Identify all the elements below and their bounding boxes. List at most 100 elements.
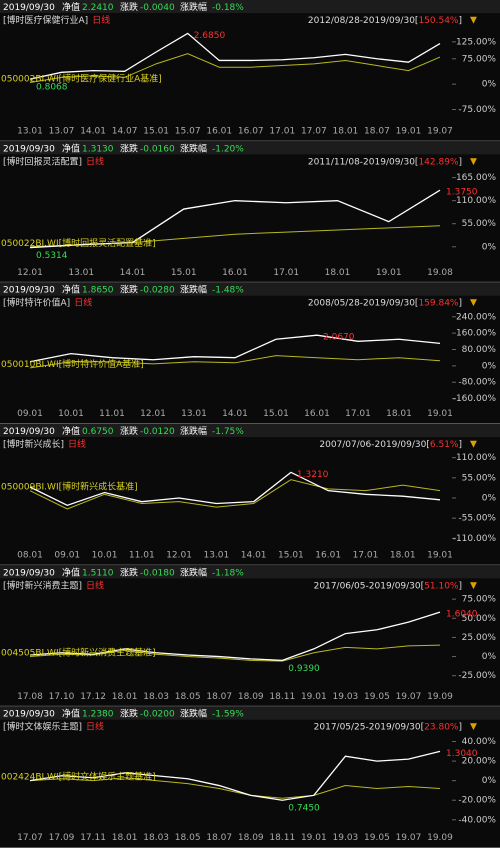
x-tick-label: 10.01 bbox=[92, 551, 118, 561]
y-tick-label: -20.00% bbox=[458, 796, 496, 806]
header: 净值 bbox=[62, 142, 80, 154]
y-tick-label: 25.00% bbox=[462, 633, 497, 643]
text-part: 净值 bbox=[62, 707, 80, 719]
text-part: -1.20% bbox=[212, 144, 244, 154]
fund-title: [博时文体娱乐主题] 日线 bbox=[3, 720, 104, 732]
text-part: 2019/09/30 bbox=[3, 709, 55, 719]
text-part: 002424BI.WI bbox=[1, 772, 59, 782]
text-part: 2019/09/30 bbox=[3, 144, 55, 154]
x-tick-label: 18.01 bbox=[333, 127, 359, 137]
text-part: [博时回报灵活配置基准] bbox=[59, 236, 156, 248]
date-range: 2017/06/05-2019/09/30[51.10%] bbox=[314, 581, 462, 591]
header: -1.48% bbox=[212, 285, 244, 295]
date-range: 2017/05/25-2019/09/30[23.80%] bbox=[314, 722, 462, 732]
x-tick-label: 15.07 bbox=[175, 127, 201, 137]
low-label: 0.8068 bbox=[36, 83, 68, 93]
text-part: 涨跌幅 bbox=[180, 142, 207, 154]
header: -1.20% bbox=[212, 144, 244, 154]
benchmark-legend: 050010BI.WI[博时特许价值A基准] bbox=[1, 357, 144, 369]
text-part: ] bbox=[458, 157, 462, 167]
header: -1.75% bbox=[212, 427, 244, 437]
y-tick-label: -110.00% bbox=[453, 534, 497, 544]
header: 涨跌 bbox=[120, 567, 138, 578]
text-part: 050002BI.WI bbox=[1, 74, 59, 84]
header-bar bbox=[0, 424, 500, 437]
x-tick-label: 19.05 bbox=[364, 692, 390, 702]
lock-icon: ▼ bbox=[470, 157, 477, 167]
header: 2.2410 bbox=[82, 3, 114, 13]
x-tick-label: 19.05 bbox=[364, 833, 390, 843]
date-range: 2008/05/28-2019/09/30[159.84%] bbox=[308, 298, 462, 308]
text-part: 142.89% bbox=[418, 157, 458, 167]
header: 涨跌幅 bbox=[180, 707, 207, 719]
text-part: 涨跌幅 bbox=[180, 1, 207, 13]
header: -0.0120 bbox=[140, 427, 175, 437]
y-tick-label: -160.00% bbox=[453, 394, 497, 404]
y-tick-label: 160.00% bbox=[456, 329, 496, 339]
x-tick-label: 19.03 bbox=[333, 833, 359, 843]
fund-title: [博时特许价值A] 日线 bbox=[3, 296, 92, 308]
header: 涨跌幅 bbox=[180, 283, 207, 295]
header: -0.0160 bbox=[140, 144, 175, 154]
y-tick-label: 0% bbox=[482, 776, 497, 786]
x-tick-label: 18.07 bbox=[206, 833, 232, 843]
x-tick-label: 18.01 bbox=[386, 409, 412, 419]
text-part: 51.10% bbox=[424, 581, 459, 591]
period: 日线 bbox=[86, 720, 104, 732]
text-part: ] bbox=[458, 722, 462, 732]
x-tick-label: 12.01 bbox=[166, 551, 192, 561]
text-part: -0.0280 bbox=[140, 285, 175, 295]
header: 1.5110 bbox=[82, 568, 114, 578]
high-label: 1.6040 bbox=[446, 610, 478, 620]
text-part: 050010BI.WI bbox=[1, 359, 59, 369]
panel-bg bbox=[0, 141, 500, 282]
high-label: 2.0670 bbox=[323, 333, 355, 343]
header: 净值 bbox=[62, 425, 80, 437]
lock-icon: ▼ bbox=[470, 16, 477, 26]
benchmark-legend: 050002BI.WI[博时医疗保健行业A基准] bbox=[1, 72, 162, 84]
header: 涨跌 bbox=[120, 426, 138, 437]
x-tick-label: 08.01 bbox=[17, 551, 43, 561]
x-tick-label: 18.01 bbox=[325, 268, 351, 278]
text-part: ] bbox=[458, 581, 462, 591]
x-tick-label: 19.01 bbox=[301, 692, 327, 702]
fund-title: [博时新兴成长] 日线 bbox=[3, 438, 86, 450]
text-part: [博时文体娱乐主题] bbox=[3, 720, 82, 732]
benchmark-line bbox=[29, 777, 441, 799]
y-tick-label: 240.00% bbox=[456, 312, 496, 322]
x-tick-label: 19.01 bbox=[301, 833, 327, 843]
y-tick-label: -40.00% bbox=[458, 815, 496, 825]
low-label: 0.5314 bbox=[36, 251, 68, 261]
x-tick-label: 16.01 bbox=[315, 551, 341, 561]
y-tick-label: 55.00% bbox=[462, 219, 497, 229]
header: 涨跌 bbox=[120, 2, 138, 13]
lock-icon: ▼ bbox=[470, 298, 477, 308]
y-tick-label: 55.00% bbox=[462, 473, 497, 483]
text-part: 涨跌 bbox=[120, 708, 138, 719]
period: 日线 bbox=[74, 296, 92, 308]
header-bar bbox=[0, 0, 500, 13]
text-part: 涨跌 bbox=[120, 426, 138, 437]
x-tick-label: 18.01 bbox=[112, 833, 138, 843]
y-tick-label: 165.00% bbox=[456, 173, 496, 183]
text-part: [博时新兴消费主题] bbox=[3, 579, 82, 591]
y-tick-label: -55.00% bbox=[458, 514, 496, 524]
text-part: 净值 bbox=[62, 425, 80, 437]
text-part: -0.18% bbox=[212, 3, 244, 13]
panel-bg bbox=[0, 282, 500, 423]
text-part: [博时医疗保健行业A基准] bbox=[59, 72, 162, 84]
text-part: 2017/06/05-2019/09/30[ bbox=[314, 581, 425, 591]
x-tick-label: 13.01 bbox=[68, 268, 94, 278]
x-tick-label: 15.01 bbox=[278, 551, 304, 561]
text-part: ] bbox=[458, 440, 462, 450]
x-tick-label: 10.01 bbox=[58, 409, 84, 419]
text-part: 涨跌 bbox=[120, 143, 138, 154]
period: 日线 bbox=[92, 14, 110, 26]
text-part: [博时医疗保健行业A] bbox=[3, 14, 88, 26]
header: 2019/09/30 bbox=[3, 3, 55, 13]
x-tick-label: 16.01 bbox=[304, 409, 330, 419]
y-tick-label: 110.00% bbox=[456, 453, 496, 463]
text-part: [博时新兴成长基准] bbox=[59, 480, 138, 492]
text-part: 涨跌幅 bbox=[180, 425, 207, 437]
